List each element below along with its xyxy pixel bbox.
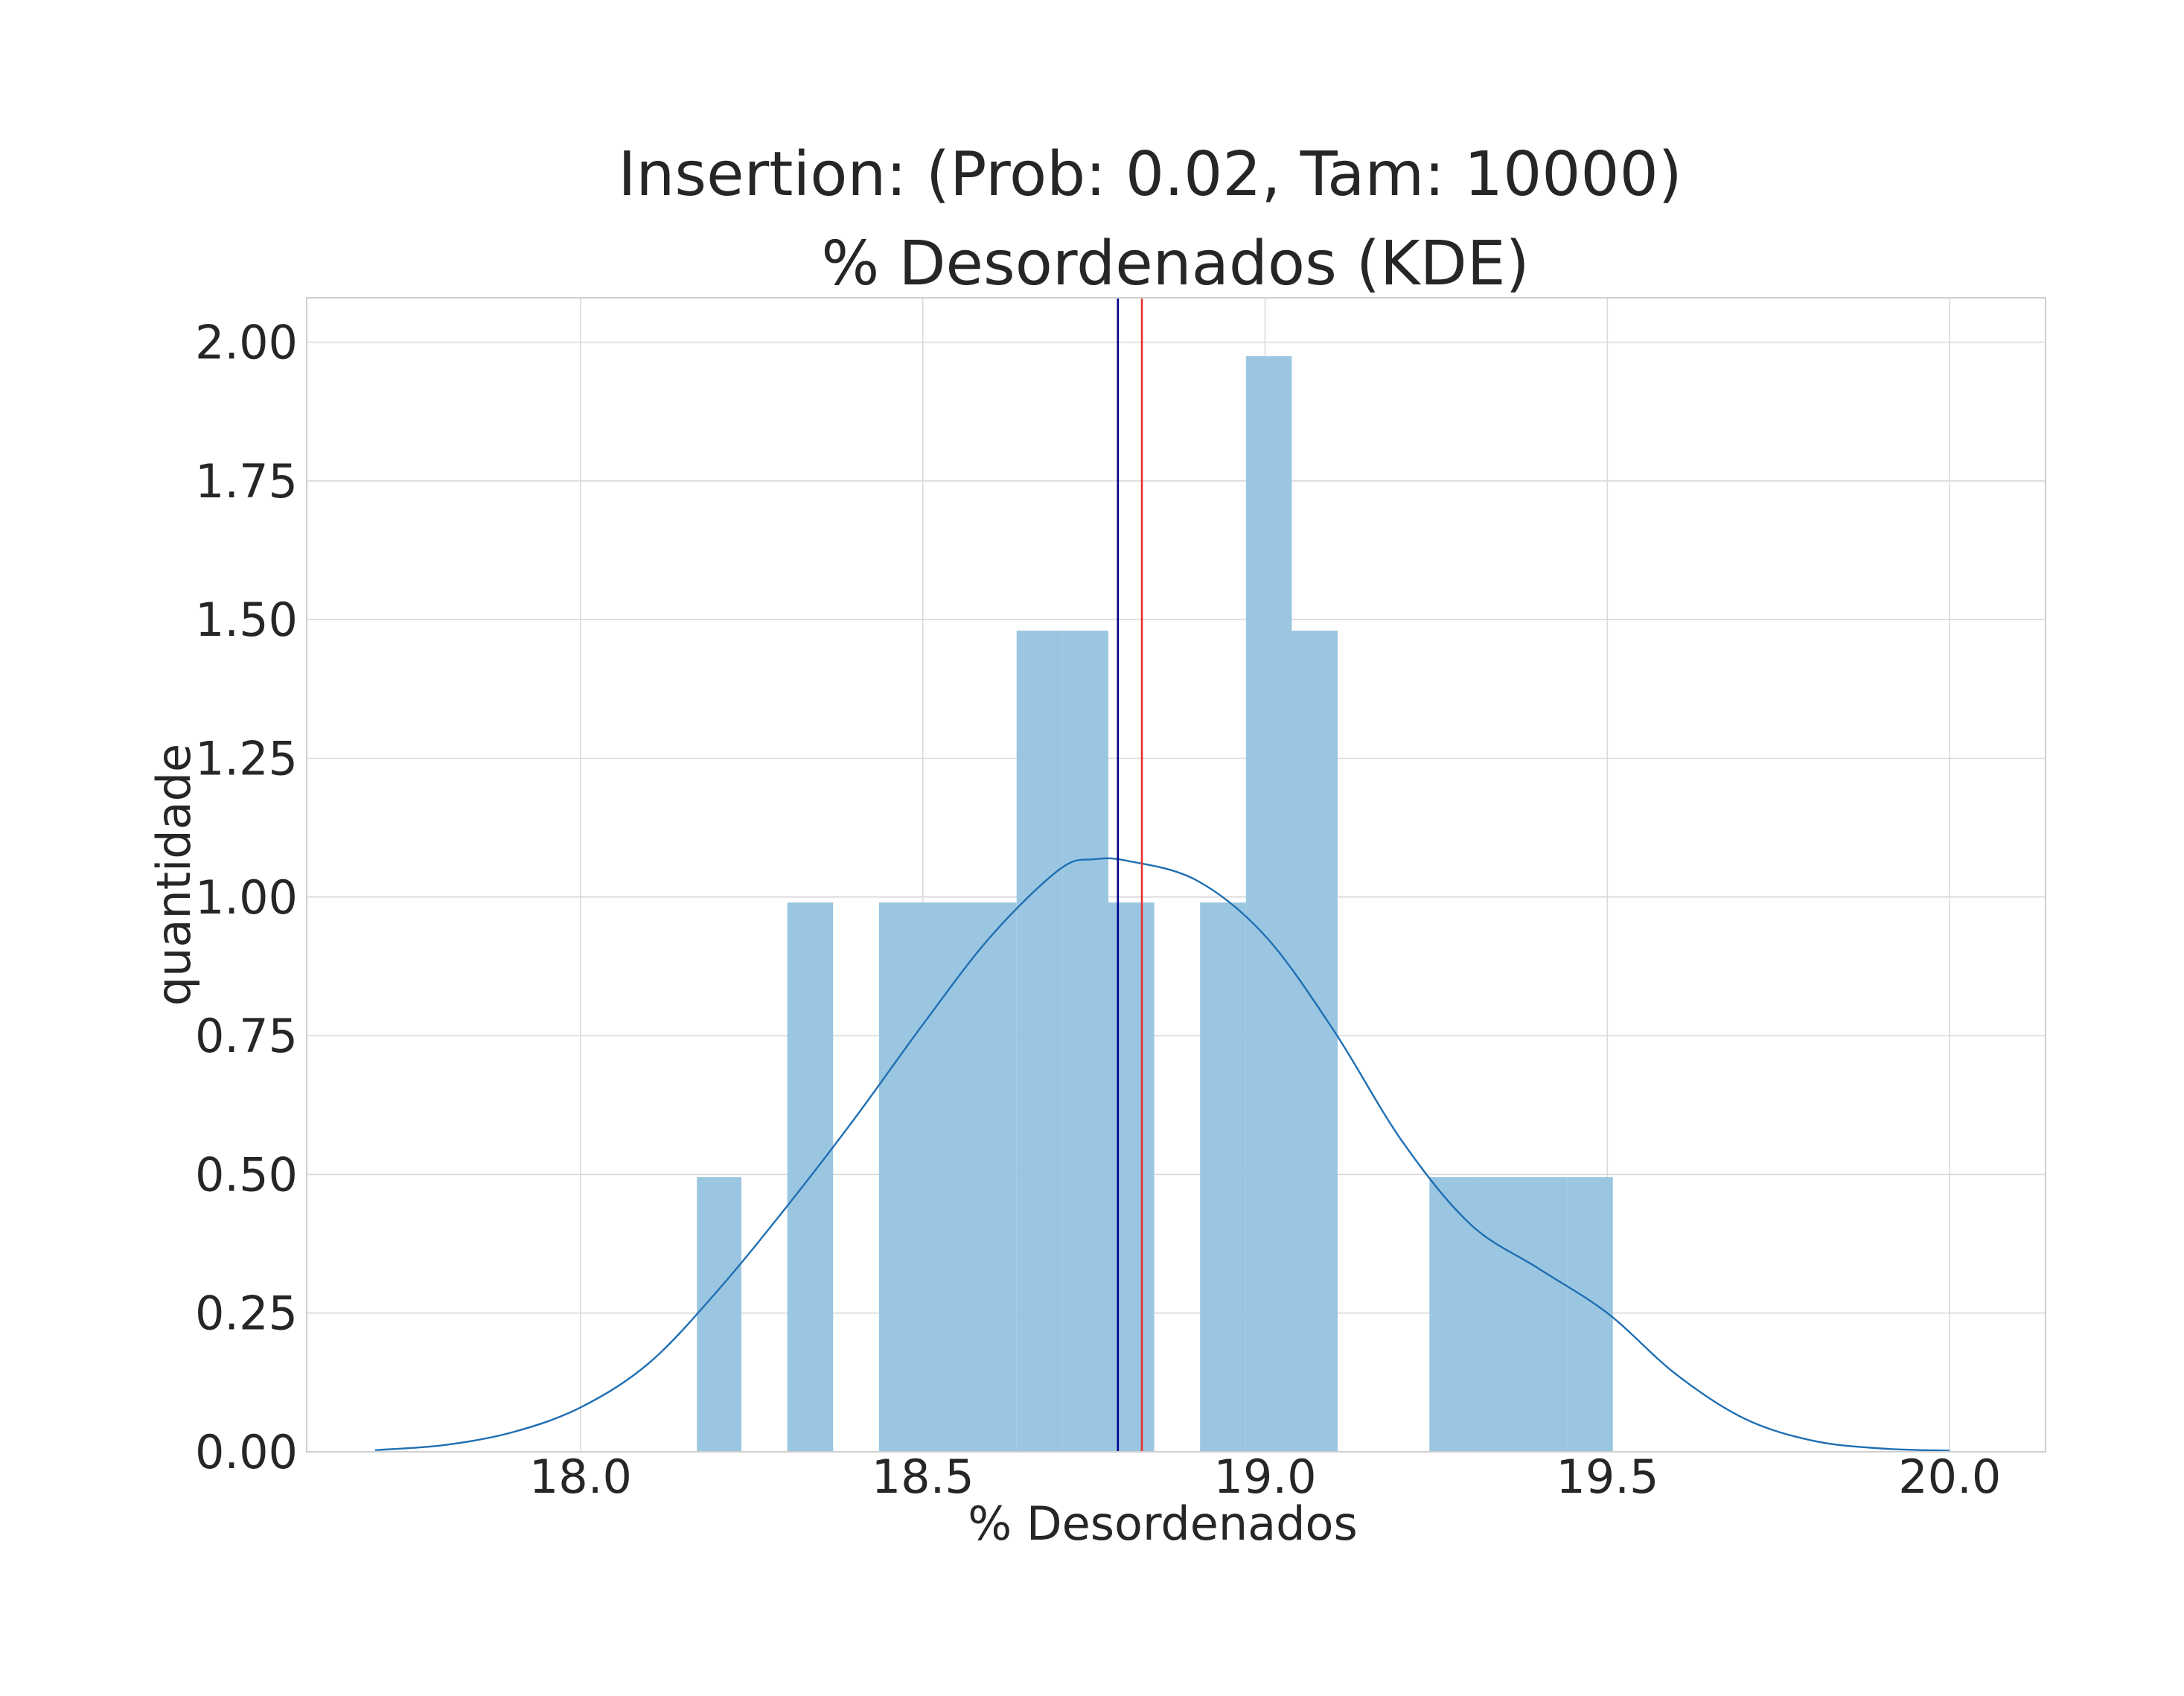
y-tick-label: 0.75	[195, 1009, 298, 1063]
histogram-bar	[1475, 1177, 1522, 1452]
y-tick-label: 1.75	[195, 454, 298, 509]
histogram-bar	[1521, 1177, 1568, 1452]
chart-subtitle: % Desordenados (KDE)	[821, 229, 1529, 299]
x-tick-label: 19.5	[1556, 1450, 1658, 1504]
histogram-bar	[1200, 902, 1246, 1452]
y-tick-label: 1.00	[195, 870, 298, 925]
histogram-bars	[697, 356, 1613, 1453]
y-axis-ticks: 0.00 0.25 0.50 0.75 1.00 1.25 1.50 1.75 2.00	[195, 316, 298, 1479]
histogram-bar	[697, 1177, 741, 1452]
x-axis-ticks: 18.0 18.5 19.0 19.5 20.0	[529, 1450, 2001, 1504]
histogram-bar	[1429, 1177, 1475, 1452]
y-axis-label: quantidade	[147, 744, 201, 1006]
kde-curve	[374, 857, 1950, 1452]
y-tick-label: 2.00	[195, 316, 298, 370]
histogram-bar	[878, 902, 925, 1452]
histogram-bar	[971, 902, 1017, 1452]
reference-lines	[1117, 298, 1143, 1452]
histogram-bar	[1567, 1177, 1613, 1452]
x-tick-label: 18.5	[872, 1450, 974, 1504]
x-tick-label: 18.0	[529, 1450, 632, 1504]
kde-curve-layer	[374, 857, 1950, 1452]
y-tick-label: 0.50	[195, 1147, 298, 1202]
x-tick-label: 19.0	[1214, 1450, 1317, 1504]
y-tick-label: 1.25	[195, 732, 298, 786]
grid-lines	[307, 298, 2046, 1453]
histogram-bar	[1291, 631, 1338, 1452]
histogram-bar	[925, 902, 971, 1452]
x-tick-label: 20.0	[1898, 1450, 2001, 1504]
histogram-bar	[1062, 631, 1108, 1452]
histogram-bar	[1108, 902, 1155, 1452]
y-tick-label: 0.25	[195, 1287, 298, 1341]
x-axis-label: % Desordenados	[968, 1496, 1358, 1551]
histogram-bar	[1016, 631, 1063, 1452]
plot-frame	[306, 297, 2046, 1453]
chart-title: Insertion: (Prob: 0.02, Tam: 10000)	[618, 139, 1682, 210]
histogram-bar	[1245, 356, 1292, 1453]
y-tick-label: 1.50	[195, 593, 298, 647]
y-tick-label: 0.00	[195, 1425, 298, 1479]
